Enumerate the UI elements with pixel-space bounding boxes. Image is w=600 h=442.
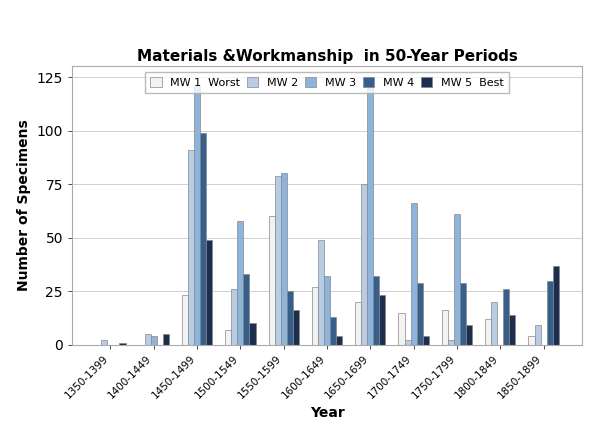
Title: Materials &Workmanship  in 50-Year Periods: Materials &Workmanship in 50-Year Period…	[137, 49, 517, 64]
Bar	[442, 310, 448, 345]
Bar	[188, 150, 194, 345]
Bar	[281, 173, 287, 345]
Bar	[318, 240, 324, 345]
Y-axis label: Number of Specimens: Number of Specimens	[17, 120, 31, 291]
Bar	[529, 336, 535, 345]
Bar	[454, 214, 460, 345]
Bar	[293, 310, 299, 345]
Bar	[373, 276, 379, 345]
Bar	[287, 291, 293, 345]
Bar	[151, 336, 157, 345]
Bar	[182, 296, 188, 345]
Bar	[312, 287, 318, 345]
Bar	[460, 282, 466, 345]
Bar	[194, 86, 200, 345]
Bar	[250, 324, 256, 345]
Bar	[547, 281, 553, 345]
Bar	[503, 289, 509, 345]
Bar	[491, 302, 497, 345]
Bar	[101, 340, 107, 345]
Bar	[361, 184, 367, 345]
Bar	[416, 282, 423, 345]
Bar	[448, 340, 454, 345]
Legend: MW 1  Worst, MW 2, MW 3, MW 4, MW 5  Best: MW 1 Worst, MW 2, MW 3, MW 4, MW 5 Best	[145, 72, 509, 93]
Bar	[269, 216, 275, 345]
Bar	[404, 340, 410, 345]
Bar	[466, 325, 472, 345]
Bar	[238, 221, 244, 345]
Bar	[485, 319, 491, 345]
Bar	[206, 240, 212, 345]
Bar	[330, 317, 336, 345]
Bar	[324, 276, 330, 345]
Bar	[553, 266, 559, 345]
X-axis label: Year: Year	[310, 407, 344, 420]
Bar	[423, 336, 429, 345]
Bar	[410, 203, 416, 345]
Bar	[509, 315, 515, 345]
Bar	[119, 343, 125, 345]
Bar	[231, 289, 238, 345]
Bar	[367, 88, 373, 345]
Bar	[244, 274, 250, 345]
Bar	[336, 336, 342, 345]
Bar	[398, 312, 404, 345]
Bar	[145, 334, 151, 345]
Bar	[225, 330, 231, 345]
Bar	[355, 302, 361, 345]
Bar	[379, 296, 385, 345]
Bar	[535, 325, 541, 345]
Bar	[163, 334, 169, 345]
Bar	[275, 175, 281, 345]
Bar	[200, 133, 206, 345]
